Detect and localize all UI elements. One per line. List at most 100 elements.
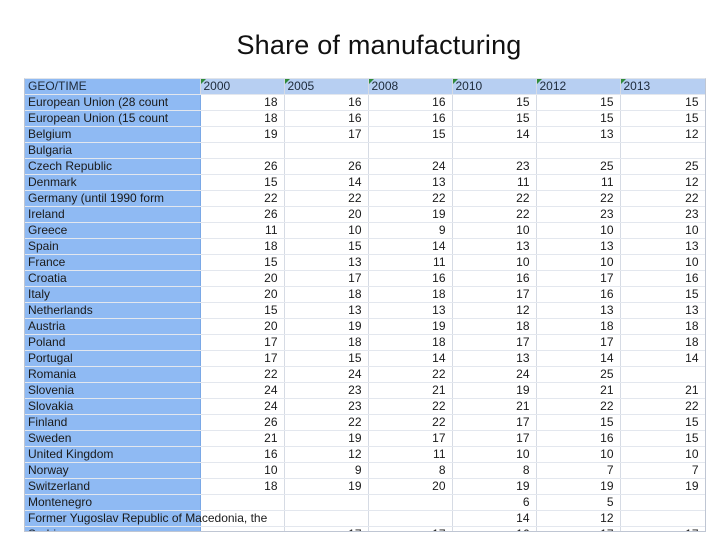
value-cell[interactable]: 16 [368, 270, 453, 287]
value-cell[interactable] [200, 142, 285, 159]
value-cell[interactable]: 19 [368, 206, 453, 223]
value-cell[interactable]: 14 [536, 350, 621, 367]
value-cell[interactable]: 17 [452, 286, 537, 303]
value-cell[interactable]: 15 [368, 126, 453, 143]
value-cell[interactable]: 6 [452, 494, 537, 511]
value-cell[interactable]: 5 [536, 494, 621, 511]
value-cell[interactable]: 13 [284, 302, 369, 319]
value-cell[interactable]: 16 [368, 110, 453, 127]
value-cell[interactable]: 16 [620, 270, 705, 287]
value-cell[interactable]: 26 [200, 206, 285, 223]
value-cell[interactable]: 21 [368, 382, 453, 399]
value-cell[interactable] [200, 510, 285, 527]
value-cell[interactable] [368, 142, 453, 159]
value-cell[interactable]: 11 [200, 222, 285, 239]
value-cell[interactable]: 22 [536, 190, 621, 207]
value-cell[interactable]: 16 [536, 430, 621, 447]
value-cell[interactable]: 16 [452, 526, 537, 531]
value-cell[interactable]: 17 [284, 126, 369, 143]
value-cell[interactable]: 24 [452, 366, 537, 383]
value-cell[interactable] [284, 494, 369, 511]
value-cell[interactable]: 17 [368, 526, 453, 531]
value-cell[interactable]: 14 [452, 126, 537, 143]
value-cell[interactable]: 13 [536, 126, 621, 143]
value-cell[interactable]: 11 [452, 174, 537, 191]
value-cell[interactable] [620, 510, 705, 527]
value-cell[interactable]: 19 [536, 478, 621, 495]
value-cell[interactable]: 23 [452, 158, 537, 175]
value-cell[interactable]: 13 [536, 302, 621, 319]
value-cell[interactable]: 22 [368, 414, 453, 431]
value-cell[interactable]: 15 [620, 430, 705, 447]
value-cell[interactable]: 18 [620, 318, 705, 335]
value-cell[interactable]: 13 [368, 174, 453, 191]
value-cell[interactable]: 15 [620, 414, 705, 431]
value-cell[interactable]: 23 [536, 206, 621, 223]
value-cell[interactable]: 23 [620, 206, 705, 223]
value-cell[interactable]: 16 [452, 270, 537, 287]
value-cell[interactable]: 17 [452, 414, 537, 431]
value-cell[interactable]: 11 [368, 446, 453, 463]
value-cell[interactable]: 10 [452, 254, 537, 271]
value-cell[interactable]: 15 [284, 238, 369, 255]
value-cell[interactable] [200, 526, 285, 531]
value-cell[interactable]: 20 [200, 270, 285, 287]
value-cell[interactable] [368, 510, 453, 527]
country-cell[interactable]: Netherlands [25, 302, 201, 319]
value-cell[interactable]: 10 [536, 254, 621, 271]
value-cell[interactable]: 26 [200, 158, 285, 175]
value-cell[interactable]: 19 [284, 430, 369, 447]
value-cell[interactable]: 10 [620, 222, 705, 239]
value-cell[interactable]: 16 [284, 110, 369, 127]
value-cell[interactable]: 13 [368, 302, 453, 319]
value-cell[interactable]: 11 [536, 174, 621, 191]
value-cell[interactable]: 21 [200, 430, 285, 447]
country-cell[interactable]: Denmark [25, 174, 201, 191]
value-cell[interactable]: 13 [620, 302, 705, 319]
value-cell[interactable]: 10 [284, 222, 369, 239]
value-cell[interactable]: 14 [284, 174, 369, 191]
value-cell[interactable]: 18 [200, 110, 285, 127]
value-cell[interactable]: 16 [536, 286, 621, 303]
value-cell[interactable]: 25 [620, 158, 705, 175]
value-cell[interactable]: 11 [368, 254, 453, 271]
year-header[interactable]: 2010 [452, 79, 537, 95]
year-header[interactable]: 2008 [368, 79, 453, 95]
value-cell[interactable]: 10 [536, 446, 621, 463]
country-cell[interactable]: European Union (28 count [25, 94, 201, 111]
value-cell[interactable]: 18 [200, 238, 285, 255]
value-cell[interactable]: 22 [200, 366, 285, 383]
value-cell[interactable]: 20 [200, 318, 285, 335]
value-cell[interactable]: 17 [368, 430, 453, 447]
value-cell[interactable]: 18 [368, 286, 453, 303]
value-cell[interactable]: 8 [452, 462, 537, 479]
country-cell[interactable]: Finland [25, 414, 201, 431]
value-cell[interactable]: 22 [452, 190, 537, 207]
value-cell[interactable]: 9 [284, 462, 369, 479]
country-cell[interactable]: Ireland [25, 206, 201, 223]
country-cell[interactable]: Portugal [25, 350, 201, 367]
country-cell[interactable]: Spain [25, 238, 201, 255]
country-cell[interactable]: United Kingdom [25, 446, 201, 463]
value-cell[interactable]: 22 [452, 206, 537, 223]
value-cell[interactable]: 18 [620, 334, 705, 351]
country-cell[interactable]: Slovakia [25, 398, 201, 415]
value-cell[interactable]: 15 [452, 94, 537, 111]
value-cell[interactable]: 26 [284, 158, 369, 175]
country-cell[interactable]: Italy [25, 286, 201, 303]
value-cell[interactable]: 12 [536, 510, 621, 527]
value-cell[interactable]: 20 [284, 206, 369, 223]
value-cell[interactable]: 13 [452, 350, 537, 367]
value-cell[interactable]: 14 [620, 350, 705, 367]
value-cell[interactable]: 24 [200, 398, 285, 415]
value-cell[interactable]: 15 [536, 110, 621, 127]
year-header[interactable]: 2005 [284, 79, 369, 95]
country-cell[interactable]: Montenegro [25, 494, 201, 511]
value-cell[interactable]: 12 [620, 126, 705, 143]
value-cell[interactable] [536, 142, 621, 159]
country-cell[interactable]: France [25, 254, 201, 271]
country-cell[interactable]: Bulgaria [25, 142, 201, 159]
country-cell[interactable]: Slovenia [25, 382, 201, 399]
value-cell[interactable]: 13 [284, 254, 369, 271]
value-cell[interactable] [620, 494, 705, 511]
